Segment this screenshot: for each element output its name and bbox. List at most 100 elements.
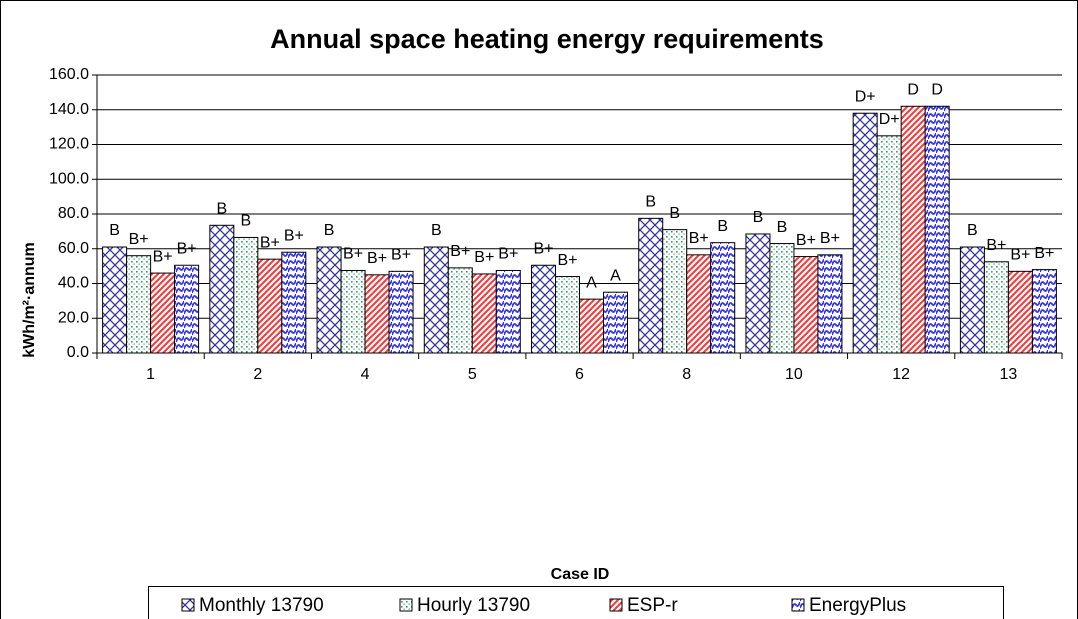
rating-label: B+ (284, 227, 304, 244)
rating-label: B+ (343, 246, 363, 263)
y-tick-label: 60.0 (58, 240, 89, 257)
rating-label: B+ (177, 240, 197, 257)
rating-label: B+ (796, 232, 816, 249)
rating-label: B+ (391, 247, 411, 264)
legend-label: EnergyPlus (809, 595, 906, 616)
bar (209, 224, 235, 354)
bar (793, 256, 819, 354)
y-tick-label: 80.0 (58, 205, 89, 222)
bar (340, 269, 366, 354)
legend-swatch (791, 598, 805, 612)
bar (1007, 270, 1033, 354)
bar (257, 258, 283, 354)
bar (150, 272, 176, 354)
rating-label: B+ (689, 230, 709, 247)
y-tick-label: 40.0 (58, 275, 89, 292)
bar (710, 242, 736, 354)
bar (900, 105, 926, 354)
legend-label: Hourly 13790 (417, 595, 530, 616)
rating-label: B+ (533, 240, 553, 257)
x-axis-label: Case ID (551, 566, 610, 583)
bar (126, 255, 152, 354)
bar (924, 105, 950, 354)
rating-label: B+ (1034, 245, 1054, 262)
bar (471, 273, 497, 354)
rating-label: B+ (129, 231, 149, 248)
rating-label: B+ (260, 234, 280, 251)
bar (495, 269, 521, 354)
rating-label: D+ (879, 111, 900, 128)
legend-swatch (609, 598, 623, 612)
bar (316, 246, 342, 354)
rating-label: B+ (450, 243, 470, 260)
rating-label: D (907, 81, 919, 98)
bar (388, 270, 414, 354)
y-tick-label: 100.0 (49, 170, 89, 187)
rating-label: B+ (498, 246, 518, 263)
rating-label: B (240, 213, 251, 230)
bar (983, 261, 1009, 354)
bar (174, 264, 200, 354)
bar (364, 274, 390, 354)
bar (745, 233, 771, 354)
x-tick-label: 1 (146, 366, 155, 383)
bar (817, 254, 843, 354)
rating-label: B (109, 222, 120, 239)
x-tick-label: 10 (785, 366, 803, 383)
bar (603, 291, 628, 354)
bar (281, 251, 307, 354)
y-tick-label: 160.0 (49, 66, 89, 83)
rating-label: B (967, 222, 978, 239)
bar (769, 243, 795, 354)
x-tick-label: 12 (892, 366, 910, 383)
x-tick-label: 2 (253, 366, 262, 383)
legend (148, 586, 1004, 619)
rating-label: B+ (820, 230, 840, 247)
bar (233, 236, 259, 354)
x-tick-label: 13 (999, 366, 1017, 383)
bar (1031, 269, 1057, 354)
rating-label: D (931, 81, 943, 98)
y-tick-label: 20.0 (58, 309, 89, 326)
x-tick-label: 5 (468, 366, 477, 383)
legend-label: ESP-r (627, 595, 678, 616)
rating-label: B+ (986, 237, 1006, 254)
rating-label: B (324, 222, 335, 239)
bar (423, 246, 449, 354)
bar (555, 276, 580, 354)
rating-label: B+ (367, 250, 387, 267)
bar (662, 229, 688, 354)
bar (102, 246, 128, 354)
rating-label: B+ (1010, 247, 1030, 264)
bar (852, 112, 878, 354)
bar (531, 264, 556, 354)
rating-label: D+ (855, 88, 876, 105)
y-axis-label: kWh/m²·annum (21, 242, 38, 358)
legend-swatch (399, 598, 413, 612)
rating-label: B (753, 209, 764, 226)
bar (686, 254, 712, 354)
rating-label: B (431, 222, 442, 239)
rating-label: B+ (474, 249, 494, 266)
rating-label: B (669, 205, 680, 222)
x-tick-label: 8 (682, 366, 691, 383)
y-tick-label: 120.0 (49, 136, 89, 153)
x-tick-label: 4 (361, 366, 370, 383)
bar (876, 135, 902, 354)
y-tick-label: 140.0 (49, 101, 89, 118)
bar (447, 267, 473, 354)
y-tick-label: 0.0 (67, 344, 89, 361)
rating-label: B+ (153, 248, 173, 265)
rating-label: A (610, 267, 621, 284)
rating-label: B (216, 201, 227, 218)
chart-title: Annual space heating energy requirements (270, 24, 824, 54)
rating-label: B (777, 219, 788, 236)
rating-label: B (645, 194, 656, 211)
rating-label: B (717, 218, 728, 235)
legend-swatch (181, 598, 195, 612)
bar (638, 217, 664, 354)
legend-label: Monthly 13790 (199, 595, 324, 616)
bar (579, 298, 604, 354)
bar (959, 246, 985, 354)
